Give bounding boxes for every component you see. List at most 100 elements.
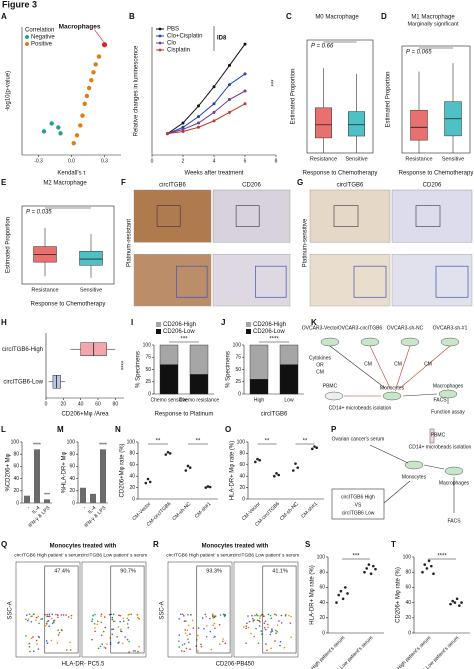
legend-swatch [158,48,162,52]
diagram-label: OVCAR3-Vector [302,325,339,331]
point [206,485,210,488]
marker [243,42,247,46]
y-axis-label: HLA-DR+ Mφ rate (%) [310,565,316,624]
y-tick-label: 0 [238,391,241,397]
micrograph [391,253,473,307]
event-dot [128,613,131,616]
point [292,469,295,472]
legend-label: CD206-High [253,322,286,328]
event-dot [271,628,273,630]
event-dot [258,625,261,627]
y-tick-label: 100 [127,439,136,445]
y-tick-label: 20 [69,488,75,494]
bar [80,487,86,503]
event-dot [209,630,212,633]
point [144,481,148,485]
arrow [399,345,451,389]
event-dot [35,619,37,621]
event-dot [46,613,49,616]
diagram-label: circITGB6 High [341,494,375,500]
event-dot [250,632,252,635]
event-dot [219,614,222,616]
significance: **** [437,554,447,560]
event-dot [290,615,292,618]
event-dot [45,640,48,642]
marker [197,121,200,125]
event-dot [122,642,124,645]
legend-label: Clo [167,41,177,47]
x-axis-label: circITGB6 [261,412,288,418]
event-dot [100,615,102,617]
legend-swatch [246,329,251,334]
inset-box [235,205,260,227]
event-dot [136,614,138,616]
x-tick-label: Sensitive [345,156,367,162]
bar [90,493,96,503]
y-tick-label: 40 [13,476,19,482]
event-dot [260,630,263,632]
micrograph [133,253,212,307]
event-dot [263,622,266,624]
event-dot [69,641,71,644]
panel-letter: S [305,540,311,549]
y-tick-label: 75 [145,355,151,361]
annotation: Macrophages [59,23,101,30]
event-dot [189,633,191,635]
dish [320,337,340,347]
point [311,447,314,451]
arrow [329,345,386,389]
event-dot [242,626,245,628]
x-tick-label: 0.0 [68,158,75,164]
point [315,446,319,450]
event-dot [212,615,214,618]
event-dot [48,625,50,628]
significance: *** [352,554,360,560]
y-axis-label: Estimated Proportion [291,68,297,124]
event-dot [253,619,255,621]
y-tick-label: 60 [319,585,325,591]
point [148,480,152,484]
x-tick-label: 0 [151,158,154,164]
event-dot [32,613,35,616]
event-dot [32,636,34,638]
y-tick-label: 20 [319,615,325,621]
legend-swatch [25,35,29,39]
bar-segment [249,344,269,380]
event-dot [112,620,115,623]
event-dot [178,646,181,648]
arrow [395,345,411,389]
y-axis-label: SSC-A [160,601,166,619]
y-axis-label: CD206+Mφ rate (%) [120,443,126,497]
event-dot [276,624,279,627]
point [423,563,427,566]
event-dot [269,614,272,617]
event-dot [103,616,106,618]
event-dot [270,647,272,650]
panel-letter: C [286,12,292,21]
event-dot [187,624,190,627]
event-dot [209,617,211,620]
event-dot [27,618,30,620]
event-dot [204,613,207,616]
y-tick-label: 80 [405,570,411,576]
row-label: Platinum-sensitive [303,218,309,267]
y-tick-label: 0 [16,500,19,506]
legend-label: CD206-Low [253,329,285,335]
x-axis-label: Response to Chemotherapy [303,171,378,177]
event-dot [70,617,73,620]
event-dot [128,640,130,643]
y-tick-label: 80 [129,451,135,457]
event-dot [92,614,94,617]
box [315,107,332,139]
x-tick-label: 0.3 [101,158,108,164]
legend-label: CD206-Low [163,329,195,335]
event-dot [104,647,107,649]
marker [212,102,216,106]
point [335,601,338,604]
bar [100,449,106,503]
column-label: circITGB6 [337,183,364,189]
point [296,466,300,469]
point [49,121,54,126]
significance: **** [122,360,128,370]
event-dot [179,613,182,616]
